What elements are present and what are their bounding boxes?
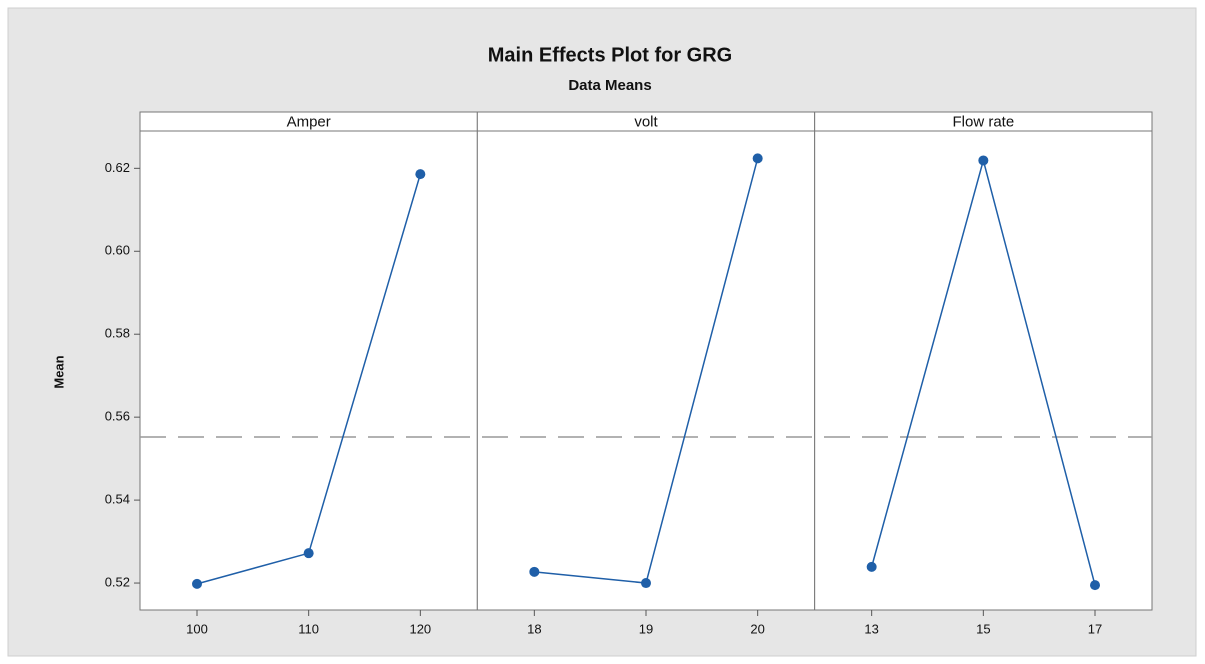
y-tick-label: 0.60 [105,243,130,258]
y-tick-label: 0.56 [105,409,130,424]
panel-header [814,111,1153,132]
x-tick-label: 20 [750,621,764,636]
data-point [978,155,989,166]
y-tick-label: 0.62 [105,160,130,175]
panel-title: Flow rate [952,113,1014,130]
panel [139,130,478,611]
panel-title: volt [634,113,658,130]
x-tick-label: 18 [527,621,541,636]
chart-subtitle: Data Means [568,77,651,94]
x-tick-label: 13 [864,621,878,636]
x-tick-label: 15 [976,621,990,636]
data-point [192,578,202,589]
data-point [641,578,651,589]
panel-title: Amper [287,113,331,130]
data-point [415,169,426,180]
data-point [529,566,540,577]
y-tick-label: 0.58 [105,326,130,341]
chart-title: Main Effects Plot for GRG [488,44,732,66]
x-tick-label: 100 [186,621,208,636]
x-tick-label: 17 [1088,621,1102,636]
y-axis-label: Mean [51,355,66,388]
x-tick-label: 120 [409,621,431,636]
data-point [866,561,877,572]
panel [476,130,816,611]
y-tick-label: 0.54 [105,492,130,507]
data-point [303,548,314,559]
panel [814,130,1153,611]
data-point [1090,580,1100,591]
data-point [752,153,763,164]
y-tick-label: 0.52 [105,574,130,589]
x-tick-label: 110 [298,621,319,636]
x-tick-label: 19 [639,621,653,636]
